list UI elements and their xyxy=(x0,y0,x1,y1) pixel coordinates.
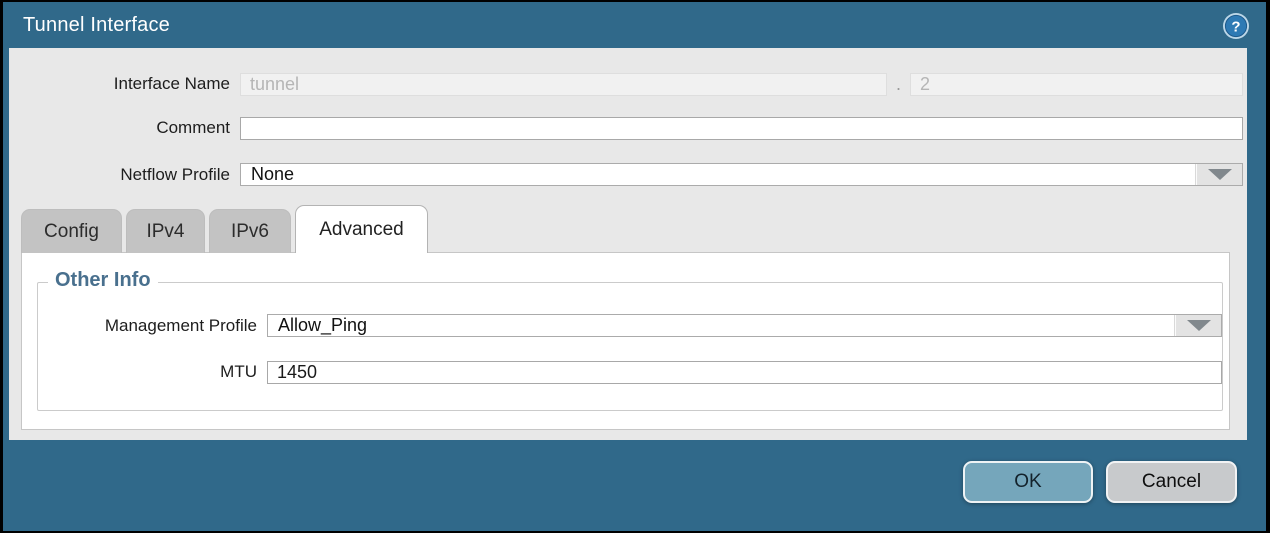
netflow-profile-value: None xyxy=(241,164,1196,185)
help-icon[interactable]: ? xyxy=(1222,12,1250,40)
comment-fieldwrap xyxy=(240,116,1243,140)
tab-bar: Config IPv4 IPv6 Advanced xyxy=(21,205,428,253)
netflow-profile-row: Netflow Profile None xyxy=(9,156,1247,193)
dialog-titlebar: Tunnel Interface ? xyxy=(3,2,1266,48)
comment-row: Comment xyxy=(9,111,1247,145)
tab-ipv4[interactable]: IPv4 xyxy=(126,209,205,253)
tab-config[interactable]: Config xyxy=(21,209,122,253)
other-info-legend: Other Info xyxy=(48,269,158,292)
tab-config-label: Config xyxy=(44,220,99,242)
interface-name-row: Interface Name . xyxy=(9,66,1247,102)
dialog-title: Tunnel Interface xyxy=(23,13,170,36)
help-glyph: ? xyxy=(1231,19,1240,36)
mtu-label: MTU xyxy=(220,362,257,381)
ok-button[interactable]: OK xyxy=(963,461,1093,503)
interface-name-input xyxy=(240,72,887,96)
chevron-down-icon xyxy=(1207,169,1232,180)
netflow-profile-label: Netflow Profile xyxy=(120,164,230,184)
interface-name-separator: . xyxy=(895,73,901,94)
management-profile-dropdown-button[interactable] xyxy=(1175,315,1221,336)
form-panel: Interface Name . Comment Netflow Profile xyxy=(9,48,1247,440)
tab-advanced-label: Advanced xyxy=(319,218,404,240)
management-profile-row: Management Profile Allow_Ping xyxy=(38,307,1224,344)
comment-input[interactable] xyxy=(240,116,1243,140)
tab-ipv6-label: IPv6 xyxy=(230,220,270,242)
management-profile-fieldwrap: Allow_Ping xyxy=(267,314,1222,337)
netflow-profile-dropdown-button[interactable] xyxy=(1196,164,1242,185)
advanced-tab-panel: Other Info Management Profile Allow_Ping xyxy=(21,252,1230,430)
mtu-fieldwrap xyxy=(267,360,1222,384)
management-profile-label: Management Profile xyxy=(104,315,257,335)
mtu-row: MTU xyxy=(38,354,1224,390)
management-profile-value: Allow_Ping xyxy=(268,315,1175,336)
tunnel-interface-dialog: Tunnel Interface ? Interface Name . C xyxy=(3,2,1266,531)
cancel-button[interactable]: Cancel xyxy=(1106,461,1237,503)
tab-advanced[interactable]: Advanced xyxy=(295,205,428,253)
other-info-fieldset: Other Info Management Profile Allow_Ping xyxy=(37,269,1224,411)
netflow-profile-dropdown[interactable]: None xyxy=(240,163,1243,186)
comment-label: Comment xyxy=(156,118,230,137)
netflow-profile-fieldwrap: None xyxy=(240,163,1243,186)
tab-ipv6[interactable]: IPv6 xyxy=(209,209,291,253)
interface-name-label: Interface Name xyxy=(113,74,230,93)
mtu-input[interactable] xyxy=(267,360,1222,384)
interface-name-fields: . xyxy=(240,72,1243,96)
chevron-down-icon xyxy=(1186,320,1211,331)
management-profile-dropdown[interactable]: Allow_Ping xyxy=(267,314,1222,337)
interface-number-input xyxy=(910,72,1243,96)
tab-ipv4-label: IPv4 xyxy=(146,220,185,242)
